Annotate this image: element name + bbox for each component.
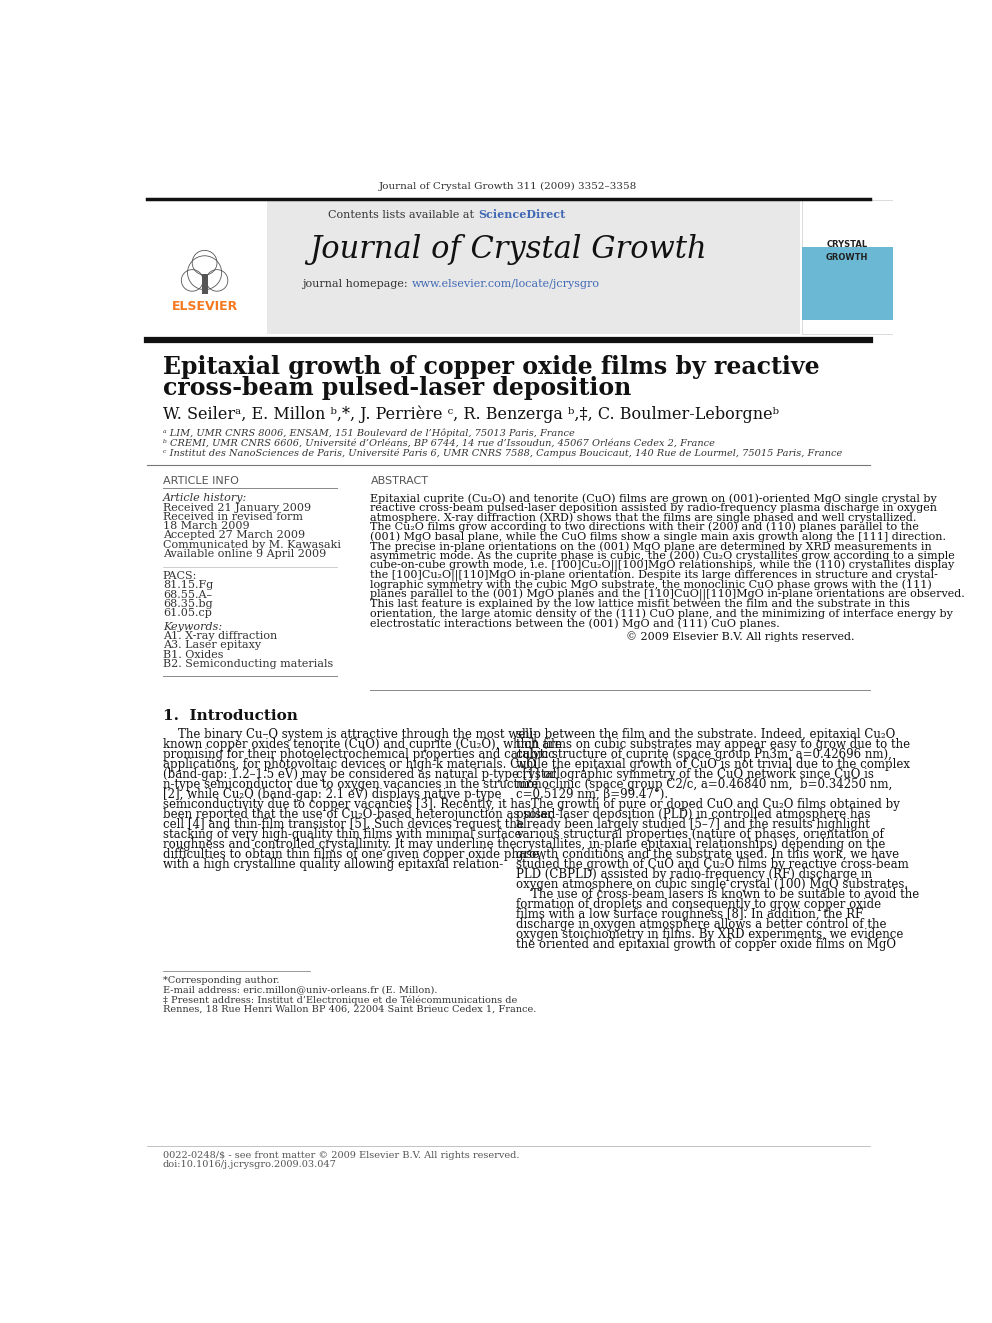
Text: Received in revised form: Received in revised form xyxy=(163,512,303,521)
Text: cell [4] and thin-film transistor [5]. Such devices request the: cell [4] and thin-film transistor [5]. S… xyxy=(163,819,524,831)
Text: A3. Laser epitaxy: A3. Laser epitaxy xyxy=(163,640,261,651)
Text: Journal of Crystal Growth: Journal of Crystal Growth xyxy=(310,234,707,265)
Bar xyxy=(201,274,207,294)
Text: atmosphere. X-ray diffraction (XRD) shows that the films are single phased and w: atmosphere. X-ray diffraction (XRD) show… xyxy=(370,512,917,523)
Text: B2. Semiconducting materials: B2. Semiconducting materials xyxy=(163,659,333,669)
Text: Contents lists available at: Contents lists available at xyxy=(328,210,477,220)
Text: been reported that the use of Cu₂O-based heterojunction as solar: been reported that the use of Cu₂O-based… xyxy=(163,808,553,822)
Text: Journal of Crystal Growth 311 (2009) 3352–3358: Journal of Crystal Growth 311 (2009) 335… xyxy=(379,183,638,191)
Text: crystallites, in-plane epitaxial relationships) depending on the: crystallites, in-plane epitaxial relatio… xyxy=(516,839,886,851)
Text: with a high crystalline quality allowing epitaxial relation-: with a high crystalline quality allowing… xyxy=(163,859,503,872)
Text: planes parallel to the (001) MgO planes and the [110]CuO||[110]MgO in-plane orie: planes parallel to the (001) MgO planes … xyxy=(370,589,965,601)
Text: Keywords:: Keywords: xyxy=(163,622,222,632)
Text: PACS:: PACS: xyxy=(163,572,197,581)
Text: ScienceDirect: ScienceDirect xyxy=(478,209,565,221)
Text: asymmetric mode. As the cuprite phase is cubic, the (200) Cu₂O crystallites grow: asymmetric mode. As the cuprite phase is… xyxy=(370,550,955,561)
Text: discharge in oxygen atmosphere allows a better control of the: discharge in oxygen atmosphere allows a … xyxy=(516,918,887,931)
Text: Epitaxial cuprite (Cu₂O) and tenorite (CuO) films are grown on (001)-oriented Mg: Epitaxial cuprite (Cu₂O) and tenorite (C… xyxy=(370,493,937,504)
Text: Communicated by M. Kawasaki: Communicated by M. Kawasaki xyxy=(163,540,340,549)
Text: Accepted 27 March 2009: Accepted 27 March 2009 xyxy=(163,531,305,540)
Text: ABSTRACT: ABSTRACT xyxy=(370,476,429,486)
Text: 68.35.bg: 68.35.bg xyxy=(163,599,212,609)
Text: lographic symmetry with the cubic MgO substrate, the monoclinic CuO phase grows : lographic symmetry with the cubic MgO su… xyxy=(370,579,932,590)
Text: applications, for photovoltaic devices or high-k materials. CuO: applications, for photovoltaic devices o… xyxy=(163,758,536,771)
Text: [2], while Cu₂O (band-gap: 2.1 eV) displays native p-type: [2], while Cu₂O (band-gap: 2.1 eV) displ… xyxy=(163,789,501,802)
Text: B1. Oxides: B1. Oxides xyxy=(163,650,223,660)
Text: difficulties to obtain thin films of one given copper oxide phase: difficulties to obtain thin films of one… xyxy=(163,848,539,861)
Text: The growth of pure or doped CuO and Cu₂O films obtained by: The growth of pure or doped CuO and Cu₂O… xyxy=(516,798,900,811)
Text: E-mail address: eric.millon@univ-orleans.fr (E. Millon).: E-mail address: eric.millon@univ-orleans… xyxy=(163,986,437,994)
Text: stacking of very high-quality thin films with minimal surface: stacking of very high-quality thin films… xyxy=(163,828,521,841)
Bar xyxy=(147,200,268,335)
Text: W. Seilerᵃ, E. Millon ᵇ,*, J. Perrière ᶜ, R. Benzerga ᵇ,‡, C. Boulmer-Leborgneᵇ: W. Seilerᵃ, E. Millon ᵇ,*, J. Perrière ᶜ… xyxy=(163,406,779,423)
Text: The use of cross-beam lasers is known to be suitable to avoid the: The use of cross-beam lasers is known to… xyxy=(516,888,920,901)
Bar xyxy=(803,200,893,335)
Text: 81.15.Fg: 81.15.Fg xyxy=(163,581,213,590)
Text: growth conditions and the substrate used. In this work, we have: growth conditions and the substrate used… xyxy=(516,848,900,861)
Text: ᵇ CREMI, UMR CNRS 6606, Université d’Orléans, BP 6744, 14 rue d’Issoudun, 45067 : ᵇ CREMI, UMR CNRS 6606, Université d’Orl… xyxy=(163,438,714,447)
Text: cross-beam pulsed-laser deposition: cross-beam pulsed-laser deposition xyxy=(163,376,631,401)
Text: promising for their photoelectrochemical properties and catalytic: promising for their photoelectrochemical… xyxy=(163,749,555,761)
Text: studied the growth of CuO and Cu₂O films by reactive cross-beam: studied the growth of CuO and Cu₂O films… xyxy=(516,859,909,872)
Text: This last feature is explained by the low lattice misfit between the film and th: This last feature is explained by the lo… xyxy=(370,599,911,609)
Text: electrostatic interactions between the (001) MgO and (111) CuO planes.: electrostatic interactions between the (… xyxy=(370,618,780,628)
Text: n-type semiconductor due to oxygen vacancies in the structure: n-type semiconductor due to oxygen vacan… xyxy=(163,778,538,791)
Text: orientation, the large atomic density of the (111) CuO plane, and the minimizing: orientation, the large atomic density of… xyxy=(370,609,953,619)
Text: crystallographic symmetry of the CuO network since CuO is: crystallographic symmetry of the CuO net… xyxy=(516,769,874,782)
Text: The precise in-plane orientations on the (001) MgO plane are determined by XRD m: The precise in-plane orientations on the… xyxy=(370,541,932,552)
Text: already been largely studied [5–7] and the results highlight: already been largely studied [5–7] and t… xyxy=(516,819,870,831)
Text: monoclinic (space group C2/c, a=0.46840 nm,  b=0.34250 nm,: monoclinic (space group C2/c, a=0.46840 … xyxy=(516,778,893,791)
Text: thin films on cubic substrates may appear easy to grow due to the: thin films on cubic substrates may appea… xyxy=(516,738,911,751)
Text: reactive cross-beam pulsed-laser deposition assisted by radio-frequency plasma d: reactive cross-beam pulsed-laser deposit… xyxy=(370,503,937,513)
Text: (band-gap: 1.2–1.5 eV) may be considered as natural p-type [1] or: (band-gap: 1.2–1.5 eV) may be considered… xyxy=(163,769,556,782)
Text: ᶜ Institut des NanoSciences de Paris, Université Paris 6, UMR CNRS 7588, Campus : ᶜ Institut des NanoSciences de Paris, Un… xyxy=(163,448,842,458)
Text: cubic structure of cuprite (space group Pn3m, a=0.42696 nm),: cubic structure of cuprite (space group … xyxy=(516,749,892,761)
Text: the [100]Cu₂O||[110]MgO in-plane orientation. Despite its large differences in s: the [100]Cu₂O||[110]MgO in-plane orienta… xyxy=(370,570,938,581)
Text: ARTICLE INFO: ARTICLE INFO xyxy=(163,476,239,486)
Text: ᵃ LIM, UMR CNRS 8006, ENSAM, 151 Boulevard de l’Hôpital, 75013 Paris, France: ᵃ LIM, UMR CNRS 8006, ENSAM, 151 Bouleva… xyxy=(163,429,574,438)
Text: pulsed-laser deposition (PLD) in controlled atmosphere has: pulsed-laser deposition (PLD) in control… xyxy=(516,808,871,822)
Text: © 2009 Elsevier B.V. All rights reserved.: © 2009 Elsevier B.V. All rights reserved… xyxy=(626,631,854,642)
Text: The Cu₂O films grow according to two directions with their (200) and (110) plane: The Cu₂O films grow according to two dir… xyxy=(370,523,920,532)
Text: The binary Cu–O system is attractive through the most well-: The binary Cu–O system is attractive thr… xyxy=(163,728,537,741)
Text: Article history:: Article history: xyxy=(163,493,247,503)
Text: CRYSTAL
GROWTH: CRYSTAL GROWTH xyxy=(826,241,868,262)
Text: www.elsevier.com/locate/jcrysgro: www.elsevier.com/locate/jcrysgro xyxy=(412,279,599,290)
Text: 61.05.cp: 61.05.cp xyxy=(163,609,211,618)
Text: A1. X-ray diffraction: A1. X-ray diffraction xyxy=(163,631,277,642)
Text: Received 21 January 2009: Received 21 January 2009 xyxy=(163,503,310,512)
Text: films with a low surface roughness [8]. In addition, the RF: films with a low surface roughness [8]. … xyxy=(516,909,863,921)
Text: ‡ Present address: Institut d’Electronique et de Télécommunications de: ‡ Present address: Institut d’Electroniq… xyxy=(163,996,517,1005)
Bar xyxy=(147,200,800,335)
Text: various structural properties (nature of phases, orientation of: various structural properties (nature of… xyxy=(516,828,884,841)
Text: journal homepage:: journal homepage: xyxy=(302,279,411,290)
Text: the oriented and epitaxial growth of copper oxide films on MgO: the oriented and epitaxial growth of cop… xyxy=(516,938,896,951)
Text: roughness and controlled crystallinity. It may underline the: roughness and controlled crystallinity. … xyxy=(163,839,516,851)
Text: ship between the film and the substrate. Indeed, epitaxial Cu₂O: ship between the film and the substrate.… xyxy=(516,728,896,741)
Text: PLD (CBPLD) assisted by radio-frequency (RF) discharge in: PLD (CBPLD) assisted by radio-frequency … xyxy=(516,868,872,881)
Text: *Corresponding author.: *Corresponding author. xyxy=(163,976,280,984)
Text: oxygen atmosphere on cubic single crystal (100) MgO substrates.: oxygen atmosphere on cubic single crysta… xyxy=(516,878,909,892)
Text: 0022-0248/$ - see front matter © 2009 Elsevier B.V. All rights reserved.: 0022-0248/$ - see front matter © 2009 El… xyxy=(163,1151,519,1160)
Text: 68.55.A–: 68.55.A– xyxy=(163,590,212,599)
Text: Rennes, 18 Rue Henri Wallon BP 406, 22004 Saint Brieuc Cedex 1, France.: Rennes, 18 Rue Henri Wallon BP 406, 2200… xyxy=(163,1004,536,1013)
Text: ELSEVIER: ELSEVIER xyxy=(172,300,238,314)
Text: 18 March 2009: 18 March 2009 xyxy=(163,521,249,531)
Text: cube-on-cube growth mode, i.e. [100]Cu₂O||[100]MgO relationships, while the (110: cube-on-cube growth mode, i.e. [100]Cu₂O… xyxy=(370,560,954,572)
Text: known copper oxides tenorite (CuO) and cuprite (Cu₂O), which are: known copper oxides tenorite (CuO) and c… xyxy=(163,738,561,751)
Text: Available online 9 April 2009: Available online 9 April 2009 xyxy=(163,549,326,558)
Text: c=0.5129 nm, β=99.47°).: c=0.5129 nm, β=99.47°). xyxy=(516,789,669,802)
Text: formation of droplets and consequently to grow copper oxide: formation of droplets and consequently t… xyxy=(516,898,881,912)
Text: Epitaxial growth of copper oxide films by reactive: Epitaxial growth of copper oxide films b… xyxy=(163,355,819,378)
Text: oxygen stoichiometry in films. By XRD experiments, we evidence: oxygen stoichiometry in films. By XRD ex… xyxy=(516,929,904,942)
Text: while the epitaxial growth of CuO is not trivial due to the complex: while the epitaxial growth of CuO is not… xyxy=(516,758,910,771)
Text: semiconductivity due to copper vacancies [3]. Recently, it has: semiconductivity due to copper vacancies… xyxy=(163,798,531,811)
Bar xyxy=(803,246,893,320)
Text: doi:10.1016/j.jcrysgro.2009.03.047: doi:10.1016/j.jcrysgro.2009.03.047 xyxy=(163,1160,336,1170)
Text: 1.  Introduction: 1. Introduction xyxy=(163,709,298,724)
Text: (001) MgO basal plane, while the CuO films show a single main axis growth along : (001) MgO basal plane, while the CuO fil… xyxy=(370,532,946,542)
